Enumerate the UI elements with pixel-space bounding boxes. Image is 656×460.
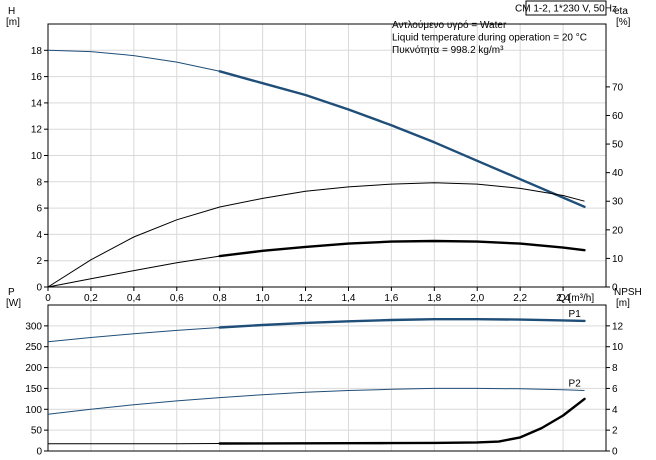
plot-frame	[47, 304, 607, 452]
x-tick-label: 1,6	[384, 293, 398, 304]
x-tick-label: 0,4	[127, 293, 141, 304]
x-tick-label: 1,0	[256, 293, 270, 304]
y-tick-label-left: 6	[36, 204, 42, 215]
series-line-bold-0	[218, 318, 586, 329]
note-text: Αντλούμενο υγρό = Water	[392, 19, 507, 31]
x-tick-label: 0,2	[84, 293, 98, 304]
y-tick-label-right: 30	[612, 197, 624, 208]
y-tick-label-left: 0	[36, 447, 42, 458]
y-tick-label-right: 6	[612, 384, 618, 395]
y-axis-unit-left: [W]	[6, 298, 21, 309]
series-label: P1	[569, 309, 582, 320]
y-axis-unit-right: [m]	[616, 298, 630, 309]
series-label: P2	[569, 379, 582, 390]
x-tick-label: 2,4	[556, 293, 570, 304]
y-axis-label-right: eta	[614, 6, 628, 17]
y-tick-label-right: 10	[612, 254, 624, 265]
x-tick-label: 2,0	[470, 293, 484, 304]
y-tick-label-left: 200	[25, 363, 42, 374]
y-tick-label-left: 0	[36, 283, 42, 294]
series-line-1	[47, 182, 585, 288]
x-tick-label: 1,8	[427, 293, 441, 304]
info-box-text: CM 1-2, 1*230 V, 50Hz	[515, 4, 617, 15]
y-tick-label-right: 8	[612, 363, 618, 374]
x-tick-label: 2,2	[513, 293, 527, 304]
y-tick-label-left: 2	[36, 256, 42, 267]
y-tick-label-right: 20	[612, 225, 624, 236]
y-tick-label-right: 60	[612, 111, 624, 122]
y-axis-label-left: H	[8, 6, 15, 17]
chart-panel-lower: 0 50 100 150 200 250 300 0 2 4 6 8 10 12 P[W] NPSH[m] P1…	[6, 287, 642, 458]
y-tick-label-right: 0	[612, 447, 618, 458]
y-axis-unit-left: [m]	[6, 17, 20, 28]
note-text: Πυκνότητα = 998.2 kg/m³	[392, 44, 504, 56]
y-tick-label-left: 50	[31, 426, 43, 437]
y-tick-label-left: 300	[25, 321, 42, 332]
y-tick-label-left: 8	[36, 177, 42, 188]
x-tick-label: 1,4	[342, 293, 356, 304]
y-tick-label-left: 18	[31, 46, 43, 57]
y-tick-label-right: 4	[612, 405, 618, 416]
y-tick-label-right: 2	[612, 426, 618, 437]
series-line-bold-0	[218, 70, 586, 209]
y-tick-label-left: 12	[31, 125, 43, 136]
y-tick-label-left: 4	[36, 230, 42, 241]
y-axis-label-left: P	[8, 287, 15, 298]
y-tick-label-left: 100	[25, 405, 42, 416]
series-line-0	[47, 49, 585, 208]
y-tick-label-left: 16	[31, 72, 43, 83]
y-tick-label-left: 250	[25, 342, 42, 353]
y-tick-label-left: 14	[31, 98, 43, 109]
y-tick-label-left: 150	[25, 384, 42, 395]
y-tick-label-right: 50	[612, 140, 624, 151]
y-tick-label-right: 10	[612, 342, 624, 353]
x-tick-label: 0,8	[213, 293, 227, 304]
y-tick-label-right: 0	[612, 283, 618, 294]
info-box	[525, 0, 607, 16]
y-tick-label-left: 10	[31, 151, 43, 162]
series-line-bold-2	[218, 239, 586, 258]
chart-panel-upper: 0 2 4 6 8 10 12 14 16 18 0 10 20 30 40 50 60 70 H[m] eta[%]…	[6, 0, 631, 304]
y-tick-label-right: 40	[612, 168, 624, 179]
y-axis-label-right: NPSH	[614, 287, 642, 298]
series-line-bold-2	[218, 397, 586, 445]
y-tick-label-right: 12	[612, 321, 624, 332]
y-axis-unit-right: [%]	[616, 17, 631, 28]
x-axis-label: Q [m³/h]	[558, 293, 594, 304]
series-line-2	[47, 240, 585, 288]
x-tick-label: 0	[45, 293, 51, 304]
y-tick-label-right: 70	[612, 82, 624, 93]
x-tick-label: 0,6	[170, 293, 184, 304]
note-text: Liquid temperature during operation = 20…	[392, 33, 587, 44]
x-tick-label: 1,2	[299, 293, 313, 304]
series-line-1	[47, 387, 585, 415]
